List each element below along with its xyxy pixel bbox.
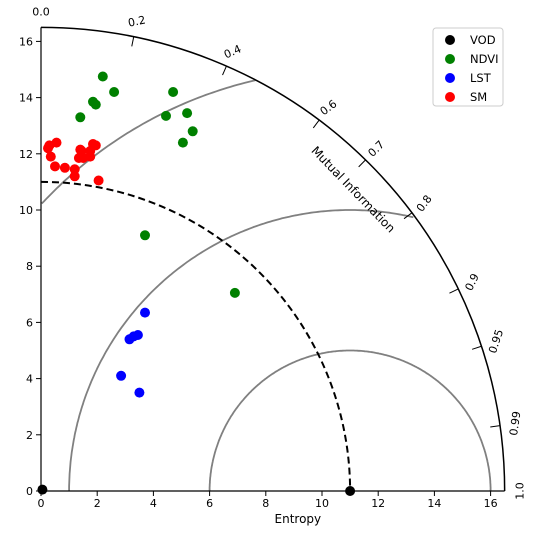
point-sm-7 (69, 164, 80, 175)
arc-tick-label-0.99: 0.99 (507, 410, 523, 436)
point-sm-17 (93, 175, 104, 186)
legend-frame (432, 27, 504, 107)
point-ndvi-1 (97, 71, 108, 82)
arc-tick-label-0.8: 0.8 (414, 193, 435, 215)
arc-tick-label-0.6: 0.6 (318, 97, 340, 118)
point-ndvi-5 (75, 112, 86, 123)
arc-tick-0.7 (358, 159, 366, 168)
reference-arc (40, 180, 352, 492)
y-tick-label-16: 16 (19, 35, 33, 48)
x-tick-label-0: 0 (38, 497, 45, 510)
y-tick-label-2: 2 (26, 429, 33, 442)
x-tick-label-10: 10 (315, 497, 329, 510)
inner-arc-2 (68, 209, 414, 491)
point-ndvi-10 (177, 137, 188, 148)
point-sm-2 (43, 143, 53, 154)
point-ndvi-7 (161, 110, 171, 121)
point-lst-1 (140, 307, 150, 318)
legend-marker-ndvi (445, 54, 455, 64)
point-sm-4 (51, 137, 62, 148)
point-vod-2 (37, 484, 48, 495)
point-ndvi-11 (140, 230, 150, 241)
outer-arc (40, 26, 506, 492)
y-tick-label-4: 4 (26, 373, 33, 386)
inner-arc-1 (208, 349, 492, 491)
point-sm-16 (85, 151, 96, 162)
data-points (37, 71, 356, 496)
y-tick-label-14: 14 (19, 92, 33, 105)
arc-tick-label-0.7: 0.7 (366, 138, 388, 160)
point-sm-12 (73, 153, 84, 163)
point-vod-1 (345, 486, 356, 496)
arc-tick-label-0.9: 0.9 (463, 271, 482, 292)
arc-tick-label-0.95: 0.95 (486, 328, 506, 355)
x-axis-label: Entropy (275, 512, 322, 526)
legend-marker-sm (445, 92, 455, 102)
arc-tick-0.8 (403, 212, 413, 220)
x-tick-label-14: 14 (427, 497, 441, 510)
point-sm-8 (69, 171, 80, 182)
reference-circle (40, 180, 352, 492)
point-ndvi-8 (182, 108, 193, 119)
arc-tick-label-0.4: 0.4 (222, 42, 243, 61)
legend-marker-vod (445, 35, 455, 45)
x-tick-label-4: 4 (150, 497, 157, 510)
arc-tick-0.4 (222, 65, 227, 76)
y-tick-label-6: 6 (26, 316, 33, 329)
point-ndvi-12 (229, 287, 240, 298)
arc-tick-0.6 (312, 119, 320, 129)
point-ndvi-9 (187, 126, 198, 137)
x-tick-label-2: 2 (94, 497, 101, 510)
point-ndvi-4 (90, 99, 101, 110)
arc-tick-label-1.0: 1.0 (514, 482, 527, 500)
y-tick-label-10: 10 (19, 204, 33, 217)
point-lst-6 (134, 387, 145, 398)
arc-tick-0.9 (449, 288, 459, 294)
x-tick-label-16: 16 (484, 497, 498, 510)
arc-tick-0.99 (490, 425, 501, 428)
legend-label-lst: LST (470, 71, 492, 85)
arc-tick-0.95 (471, 345, 482, 350)
point-lst-5 (116, 370, 127, 381)
legend-label-vod: VOD (470, 33, 496, 47)
x-tick-label-12: 12 (371, 497, 385, 510)
point-lst-4 (124, 334, 135, 345)
inner-arcs (41, 79, 492, 491)
point-sm-3 (45, 151, 56, 162)
y-tick-label-12: 12 (19, 148, 33, 161)
y-tick-label-0: 0 (26, 485, 33, 498)
legend-label-sm: SM (470, 90, 487, 104)
inner-arc-3 (41, 79, 256, 205)
point-sm-15 (90, 140, 101, 151)
y-tick-label-8: 8 (26, 260, 33, 273)
legend-label-ndvi: NDVI (470, 52, 499, 66)
arc-tick-label-0.2: 0.2 (127, 13, 147, 29)
legend-marker-lst (445, 73, 455, 83)
x-tick-label-8: 8 (262, 497, 269, 510)
arc-axis-label: Mutual Information (308, 144, 397, 236)
point-sm-6 (59, 162, 70, 173)
point-sm-5 (50, 161, 60, 172)
arc-tick-label-0.0: 0.0 (32, 5, 50, 18)
point-ndvi-6 (168, 87, 179, 97)
legend: VOD NDVI LST SM (432, 27, 504, 107)
arc-tick-0.2 (131, 36, 135, 47)
point-ndvi-2 (109, 87, 120, 97)
x-tick-label-6: 6 (206, 497, 213, 510)
